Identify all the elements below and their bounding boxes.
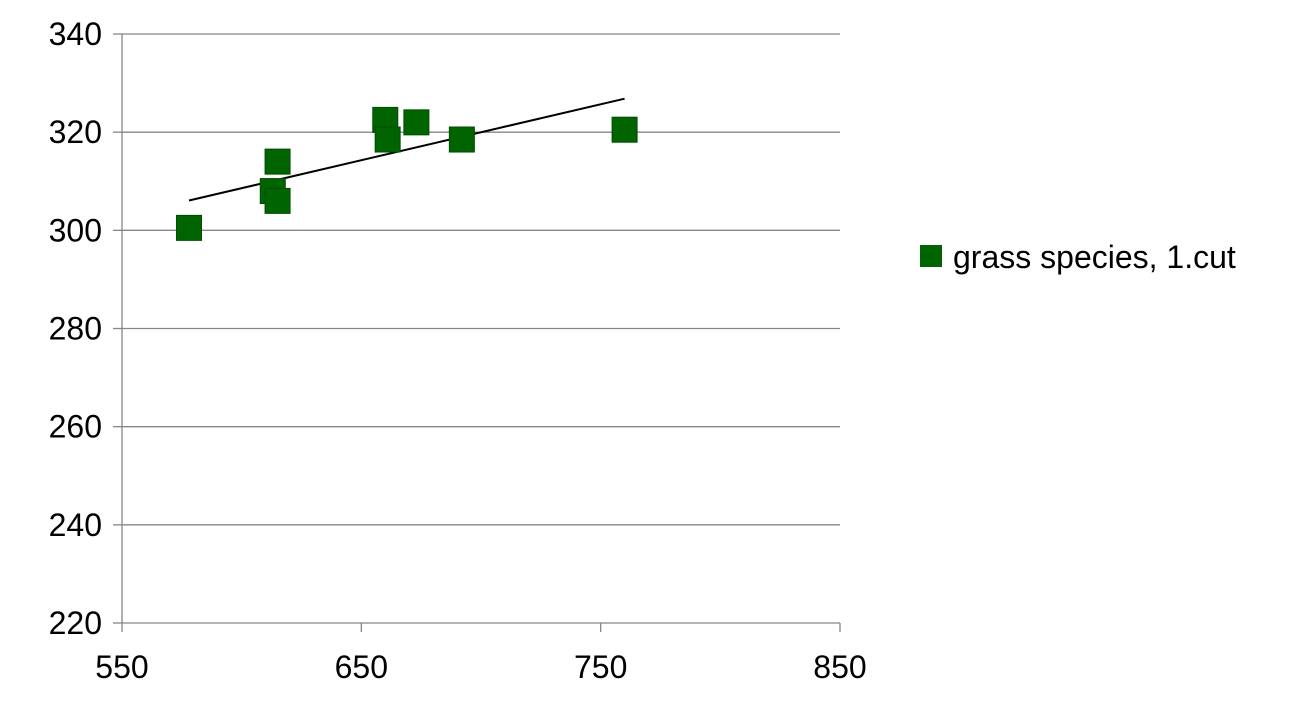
data-point	[176, 214, 203, 241]
data-points	[176, 106, 638, 241]
x-tick-label: 550	[95, 649, 148, 685]
y-tick-label: 280	[49, 311, 102, 347]
axes	[113, 33, 841, 632]
y-tick-label: 260	[49, 409, 102, 445]
data-point	[264, 187, 291, 214]
gridlines	[122, 33, 840, 526]
data-point	[403, 109, 430, 136]
x-tick-label: 650	[335, 649, 388, 685]
data-point	[374, 126, 401, 153]
data-point	[611, 116, 638, 143]
data-point	[448, 126, 475, 153]
x-tick-labels: 550 650 750 850	[95, 649, 866, 685]
data-point	[264, 148, 291, 175]
y-tick-label: 240	[49, 507, 102, 543]
legend-label: grass species, 1.cut	[953, 239, 1236, 275]
x-tick-label: 850	[813, 649, 866, 685]
legend-marker	[920, 245, 942, 267]
legend: grass species, 1.cut	[920, 239, 1236, 275]
y-tick-labels: 220 240 260 280 300 320 340	[49, 16, 102, 641]
y-tick-label: 300	[49, 212, 102, 248]
y-tick-label: 320	[49, 114, 102, 150]
x-tick-label: 750	[574, 649, 627, 685]
y-tick-label: 340	[49, 16, 102, 52]
y-tick-label: 220	[49, 605, 102, 641]
